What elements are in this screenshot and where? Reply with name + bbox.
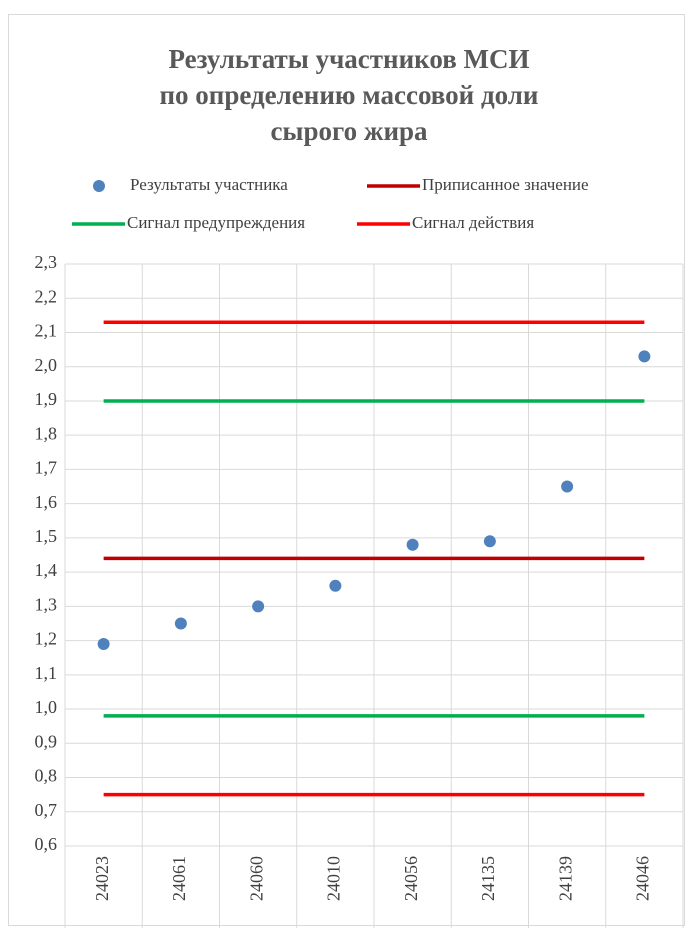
y-tick-label: 1,2 [35,629,58,649]
data-point [561,480,574,493]
y-tick-label: 0,6 [35,834,58,854]
y-tick-label: 0,8 [35,766,58,786]
y-tick-label: 1,7 [35,458,58,478]
data-point [252,600,265,613]
x-tick-label: 24056 [401,856,421,901]
y-tick-label: 1,1 [35,663,58,683]
data-point [97,638,110,651]
legend-label: Сигнал предупреждения [127,213,305,232]
x-tick-label: 24060 [246,856,266,901]
data-point [483,535,496,548]
y-tick-label: 1,0 [35,697,58,717]
y-tick-label: 1,5 [35,526,58,546]
y-tick-label: 2,0 [35,355,58,375]
legend-label: Результаты участника [130,175,288,194]
y-tick-label: 2,3 [35,252,58,272]
data-point [406,538,419,551]
y-tick-label: 1,6 [35,492,58,512]
chart-title: сырого жира [270,116,428,146]
legend-marker [93,180,105,192]
data-point [638,350,651,363]
x-tick-label: 24061 [169,856,189,901]
chart-title: Результаты участников МСИ [168,44,529,74]
x-tick-label: 24010 [324,856,344,901]
chart-border [8,14,685,926]
y-tick-label: 1,4 [35,560,58,580]
y-tick-label: 0,7 [35,800,58,820]
y-tick-label: 1,8 [35,423,58,443]
y-tick-label: 2,1 [35,321,58,341]
chart-title: по определению массовой доли [160,80,539,110]
data-point [174,617,187,630]
y-tick-label: 0,9 [35,731,58,751]
x-tick-label: 24023 [92,856,112,901]
x-tick-label: 24135 [478,856,498,901]
x-tick-label: 24139 [555,856,575,901]
y-tick-label: 1,3 [35,594,58,614]
y-tick-label: 1,9 [35,389,58,409]
legend-label: Сигнал действия [412,213,534,232]
y-tick-label: 2,2 [35,286,58,306]
data-point [329,579,342,592]
legend-label: Приписанное значение [422,175,589,194]
x-tick-label: 24046 [633,856,653,901]
